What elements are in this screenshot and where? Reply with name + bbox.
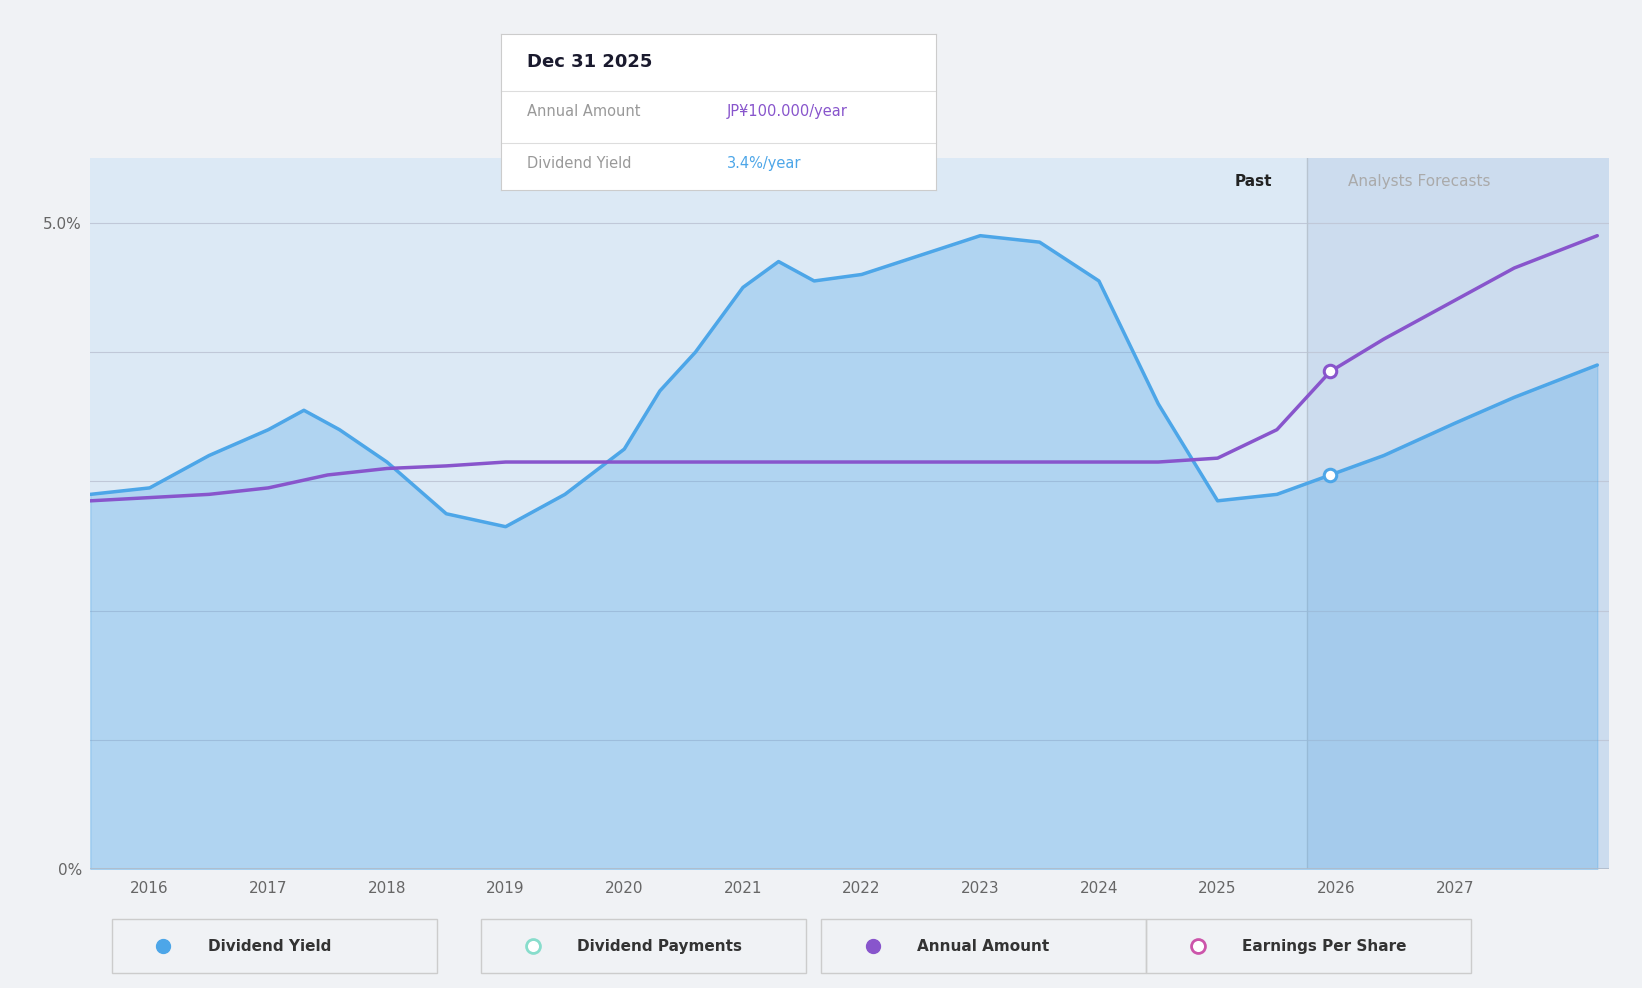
Bar [112,919,437,972]
Text: Past: Past [1235,174,1273,189]
Text: Dividend Yield: Dividend Yield [527,156,632,171]
Bar [481,919,806,972]
Text: Analysts Forecasts: Analysts Forecasts [1348,174,1491,189]
Text: Annual Amount: Annual Amount [527,104,640,120]
Text: 3.4%/year: 3.4%/year [727,156,801,171]
Text: Dec 31 2025: Dec 31 2025 [527,52,652,71]
Bar [1146,919,1471,972]
Bar [1307,158,1609,869]
Text: JP¥100.000/year: JP¥100.000/year [727,104,847,120]
Text: Dividend Yield: Dividend Yield [209,939,332,953]
Text: Dividend Payments: Dividend Payments [578,939,742,953]
Bar [821,919,1146,972]
Text: Annual Amount: Annual Amount [916,939,1049,953]
Text: Earnings Per Share: Earnings Per Share [1243,939,1407,953]
